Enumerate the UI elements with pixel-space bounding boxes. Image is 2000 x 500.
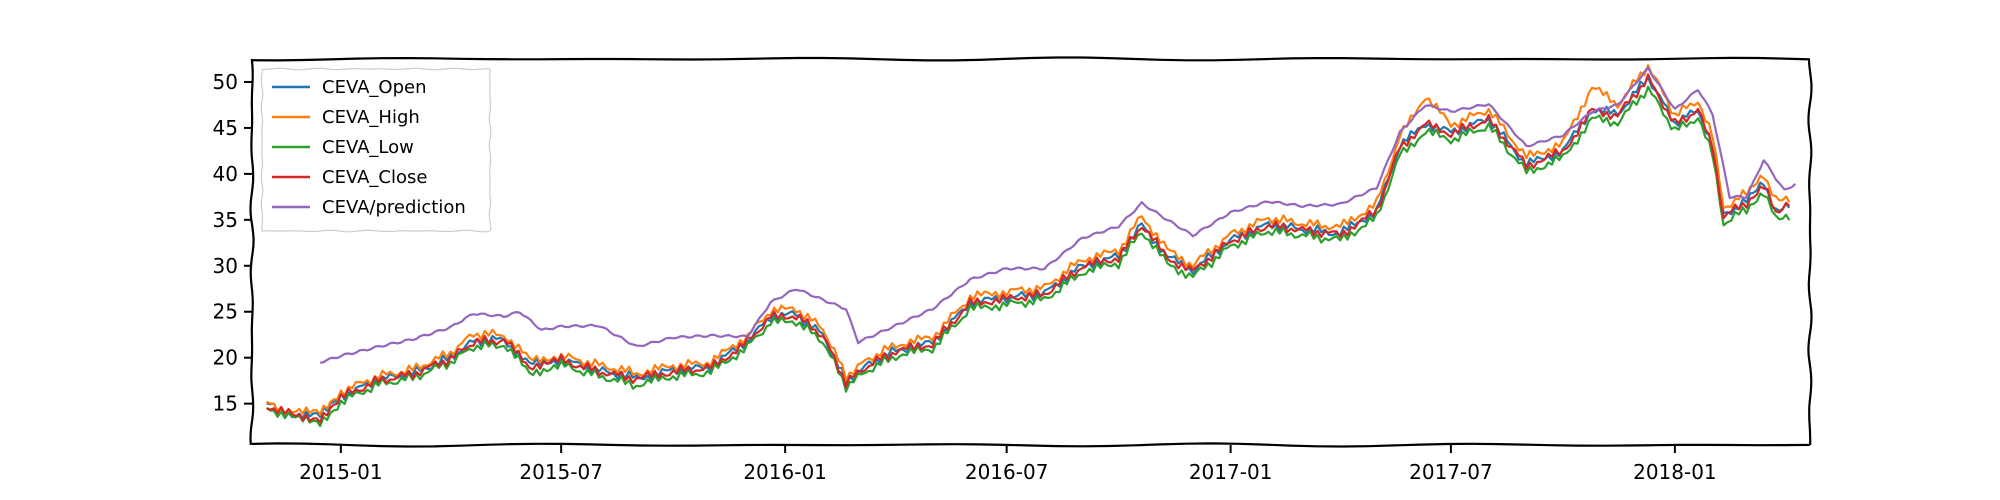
y-tick-label: 20	[213, 346, 238, 370]
x-tick-label: 2015-01	[299, 460, 383, 484]
legend-label: CEVA_Open	[322, 77, 427, 98]
x-tick-label: 2015-07	[519, 460, 603, 484]
y-tick-label: 50	[213, 70, 238, 94]
series-line-ceva-close	[266, 73, 1791, 424]
legend-label: CEVA/prediction	[322, 197, 466, 218]
y-tick-label: 45	[213, 116, 238, 140]
legend-label: CEVA_High	[322, 107, 420, 128]
y-tick-label: 40	[213, 162, 238, 186]
legend-box	[260, 67, 492, 233]
series-line-ceva-open	[266, 75, 1791, 420]
plot-frame	[249, 56, 1813, 448]
legend-label: CEVA_Low	[322, 137, 414, 158]
legend: CEVA_Open CEVA_High CEVA_Low CEVA_Close CEVA…	[260, 67, 492, 233]
series-layer	[266, 64, 1797, 428]
series-line-ceva-low	[266, 85, 1791, 428]
x-axis: 2015-01 2015-07 2016-01 2016-07 2017-01 2017-…	[299, 445, 1717, 484]
legend-label: CEVA_Close	[322, 167, 427, 188]
y-tick-label: 25	[213, 300, 238, 324]
y-tick-label: 35	[213, 208, 238, 232]
x-tick-label: 2017-01	[1189, 460, 1273, 484]
y-tick-label: 15	[213, 392, 238, 416]
x-tick-label: 2016-07	[965, 460, 1049, 484]
x-tick-label: 2017-07	[1409, 460, 1493, 484]
series-line-ceva-high	[266, 64, 1791, 416]
series-line-ceva-prediction	[320, 66, 1797, 364]
x-tick-label: 2018-01	[1633, 460, 1717, 484]
y-tick-label: 30	[213, 254, 238, 278]
y-axis: 15 20 25 30 35 40 45 50	[213, 70, 252, 416]
x-tick-label: 2016-01	[743, 460, 827, 484]
